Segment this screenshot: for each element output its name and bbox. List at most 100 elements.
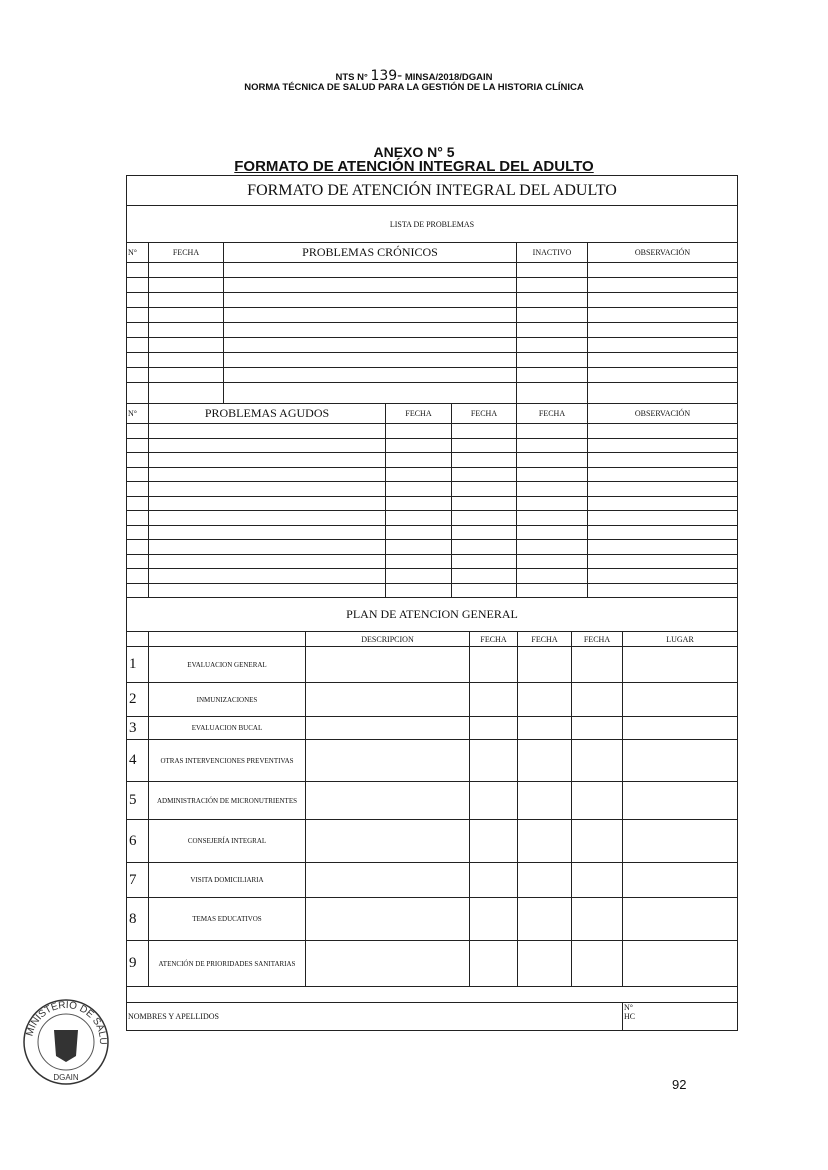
acute-cell[interactable] (452, 554, 517, 568)
acute-cell[interactable] (452, 569, 517, 583)
chronic-cell[interactable] (588, 278, 737, 292)
acute-cell[interactable] (452, 583, 517, 597)
chronic-cell[interactable] (224, 338, 517, 352)
acute-cell[interactable] (588, 569, 737, 583)
chronic-cell[interactable] (149, 293, 224, 307)
chronic-cell[interactable] (149, 308, 224, 322)
acute-cell[interactable] (386, 569, 452, 583)
chronic-cell[interactable] (224, 293, 517, 307)
acute-cell[interactable] (149, 511, 386, 525)
hc-field[interactable]: N° HC (623, 1003, 737, 1030)
acute-cell[interactable] (588, 540, 737, 554)
acute-cell[interactable] (517, 453, 588, 467)
acute-cell[interactable] (588, 482, 737, 496)
acute-cell[interactable] (127, 453, 149, 467)
acute-cell[interactable] (149, 424, 386, 438)
acute-cell[interactable] (386, 540, 452, 554)
chronic-cell[interactable] (127, 338, 149, 352)
chronic-cell[interactable] (127, 353, 149, 367)
acute-cell[interactable] (452, 511, 517, 525)
acute-cell[interactable] (386, 438, 452, 452)
chronic-cell[interactable] (127, 383, 149, 403)
acute-cell[interactable] (588, 526, 737, 540)
acute-cell[interactable] (452, 438, 517, 452)
acute-cell[interactable] (127, 511, 149, 525)
chronic-cell[interactable] (588, 308, 737, 322)
chronic-cell[interactable] (517, 383, 588, 403)
chronic-cell[interactable] (588, 293, 737, 307)
chronic-cell[interactable] (149, 263, 224, 277)
chronic-cell[interactable] (224, 383, 517, 403)
acute-cell[interactable] (588, 468, 737, 482)
chronic-cell[interactable] (224, 278, 517, 292)
acute-cell[interactable] (588, 511, 737, 525)
acute-cell[interactable] (452, 482, 517, 496)
acute-cell[interactable] (588, 555, 737, 569)
acute-cell[interactable] (588, 584, 737, 598)
acute-cell[interactable] (517, 540, 588, 554)
acute-cell[interactable] (386, 453, 452, 467)
acute-cell[interactable] (386, 424, 452, 438)
chronic-cell[interactable] (149, 278, 224, 292)
acute-cell[interactable] (452, 525, 517, 539)
chronic-cell[interactable] (588, 368, 737, 382)
acute-cell[interactable] (386, 525, 452, 539)
chronic-cell[interactable] (517, 338, 588, 352)
chronic-cell[interactable] (224, 308, 517, 322)
acute-cell[interactable] (149, 569, 386, 583)
acute-cell[interactable] (386, 511, 452, 525)
acute-cell[interactable] (517, 467, 588, 481)
chronic-cell[interactable] (517, 323, 588, 337)
chronic-cell[interactable] (224, 263, 517, 277)
acute-cell[interactable] (386, 583, 452, 597)
acute-cell[interactable] (127, 525, 149, 539)
chronic-cell[interactable] (517, 293, 588, 307)
chronic-cell[interactable] (127, 308, 149, 322)
chronic-cell[interactable] (224, 368, 517, 382)
acute-cell[interactable] (149, 496, 386, 510)
chronic-cell[interactable] (224, 353, 517, 367)
chronic-cell[interactable] (127, 278, 149, 292)
acute-cell[interactable] (452, 453, 517, 467)
acute-cell[interactable] (149, 482, 386, 496)
acute-cell[interactable] (127, 569, 149, 583)
chronic-cell[interactable] (588, 263, 737, 277)
acute-cell[interactable] (127, 540, 149, 554)
chronic-cell[interactable] (588, 338, 737, 352)
chronic-cell[interactable] (127, 263, 149, 277)
acute-cell[interactable] (452, 424, 517, 438)
acute-cell[interactable] (452, 496, 517, 510)
chronic-cell[interactable] (517, 308, 588, 322)
acute-cell[interactable] (588, 439, 737, 453)
acute-cell[interactable] (127, 496, 149, 510)
acute-cell[interactable] (517, 496, 588, 510)
acute-cell[interactable] (588, 453, 737, 467)
acute-cell[interactable] (149, 525, 386, 539)
chronic-cell[interactable] (588, 353, 737, 367)
chronic-cell[interactable] (588, 383, 737, 403)
acute-cell[interactable] (127, 424, 149, 438)
acute-cell[interactable] (127, 482, 149, 496)
acute-cell[interactable] (386, 496, 452, 510)
acute-cell[interactable] (127, 467, 149, 481)
acute-cell[interactable] (127, 554, 149, 568)
chronic-cell[interactable] (149, 323, 224, 337)
chronic-cell[interactable] (149, 383, 224, 403)
chronic-cell[interactable] (588, 323, 737, 337)
chronic-cell[interactable] (127, 323, 149, 337)
chronic-cell[interactable] (149, 368, 224, 382)
chronic-cell[interactable] (149, 353, 224, 367)
acute-cell[interactable] (127, 438, 149, 452)
acute-cell[interactable] (149, 583, 386, 597)
acute-cell[interactable] (386, 554, 452, 568)
acute-cell[interactable] (386, 482, 452, 496)
acute-cell[interactable] (517, 424, 588, 438)
acute-cell[interactable] (386, 467, 452, 481)
acute-cell[interactable] (588, 424, 737, 438)
acute-cell[interactable] (149, 467, 386, 481)
chronic-cell[interactable] (127, 293, 149, 307)
chronic-cell[interactable] (224, 323, 517, 337)
chronic-cell[interactable] (517, 278, 588, 292)
acute-cell[interactable] (517, 569, 588, 583)
acute-cell[interactable] (127, 583, 149, 597)
